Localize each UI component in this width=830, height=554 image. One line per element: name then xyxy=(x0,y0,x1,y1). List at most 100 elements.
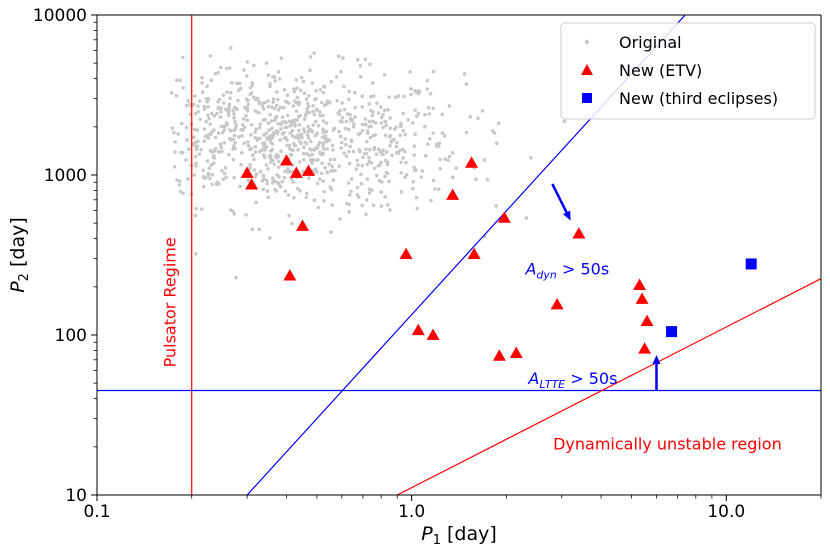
original-point xyxy=(230,81,234,85)
original-point xyxy=(406,118,411,122)
dyn-arrow-shaft xyxy=(551,183,568,213)
original-point xyxy=(339,134,343,139)
original-point xyxy=(310,152,315,157)
original-point xyxy=(203,134,208,139)
original-point xyxy=(285,143,289,148)
original-point xyxy=(184,103,189,108)
original-point xyxy=(246,178,251,183)
dyn-arrow xyxy=(551,183,571,221)
original-point xyxy=(343,137,347,141)
original-point xyxy=(403,175,407,180)
original-point xyxy=(264,178,269,183)
original-point xyxy=(221,177,225,182)
original-point xyxy=(306,104,311,109)
original-point xyxy=(275,90,279,94)
x-tick-label: 1.0 xyxy=(398,502,425,522)
original-point xyxy=(355,57,360,62)
original-point xyxy=(334,75,339,79)
original-point xyxy=(315,131,319,136)
original-point xyxy=(307,176,311,180)
original-point xyxy=(314,96,319,101)
original-point xyxy=(178,78,183,83)
original-point xyxy=(257,136,262,141)
original-point xyxy=(246,143,251,148)
original-point xyxy=(181,191,185,195)
x-tick-label: 10.0 xyxy=(707,502,745,522)
original-point xyxy=(249,123,254,127)
original-point xyxy=(205,99,209,104)
original-point xyxy=(205,84,209,89)
original-point xyxy=(423,112,427,117)
original-point xyxy=(447,154,452,159)
original-point xyxy=(248,165,253,170)
original-point xyxy=(305,101,310,106)
original-point xyxy=(209,78,214,83)
original-point xyxy=(292,89,297,94)
original-point xyxy=(372,166,377,171)
original-point xyxy=(299,141,303,146)
original-point xyxy=(360,122,365,127)
original-point xyxy=(270,126,274,131)
x-axis-title-sub: 1 xyxy=(433,533,441,548)
original-point xyxy=(244,213,248,217)
original-point xyxy=(404,160,408,165)
original-point xyxy=(170,126,175,131)
original-point xyxy=(218,115,223,119)
original-point xyxy=(249,133,253,137)
original-point xyxy=(302,117,307,121)
original-point xyxy=(231,109,235,113)
original-point xyxy=(395,140,399,145)
original-point xyxy=(316,123,321,128)
original-point xyxy=(360,94,365,99)
original-point xyxy=(414,114,419,118)
original-point xyxy=(340,140,344,145)
original-point xyxy=(298,188,302,193)
original-point xyxy=(287,143,292,148)
original-point xyxy=(242,125,247,130)
original-point xyxy=(485,177,490,182)
original-point xyxy=(193,164,198,168)
original-point xyxy=(212,114,217,118)
original-point xyxy=(272,106,277,111)
original-point xyxy=(254,127,258,131)
original-point xyxy=(313,167,318,171)
original-point xyxy=(358,63,363,68)
original-point xyxy=(201,184,206,189)
original-point xyxy=(311,158,316,162)
legend-marker-third xyxy=(582,93,592,103)
original-point xyxy=(379,204,384,208)
original-point xyxy=(229,46,233,50)
original-point xyxy=(294,109,299,113)
original-point xyxy=(363,57,368,62)
original-point xyxy=(305,110,309,114)
original-point xyxy=(246,102,251,107)
original-point xyxy=(425,142,430,146)
original-point xyxy=(369,161,374,165)
original-point xyxy=(431,106,435,111)
original-point xyxy=(339,69,343,74)
original-point xyxy=(437,141,441,146)
original-point xyxy=(303,140,308,145)
original-point xyxy=(309,158,313,162)
dyn-label-rest: > 50s xyxy=(557,260,609,279)
original-point xyxy=(207,117,211,121)
original-point xyxy=(201,168,205,173)
original-point xyxy=(288,123,293,128)
original-point xyxy=(245,118,250,123)
original-point xyxy=(307,94,311,98)
original-point xyxy=(379,121,384,125)
original-point xyxy=(255,96,260,101)
original-point xyxy=(389,140,393,144)
original-point xyxy=(381,112,385,117)
original-point xyxy=(413,108,418,112)
original-point xyxy=(294,100,299,105)
original-point xyxy=(358,149,362,154)
original-point xyxy=(305,133,310,138)
original-point xyxy=(321,90,326,95)
original-point xyxy=(242,105,247,110)
third-eclipse-point xyxy=(666,326,678,338)
original-point xyxy=(429,198,433,203)
original-point xyxy=(275,173,279,177)
original-point xyxy=(270,147,275,152)
original-point xyxy=(364,212,368,217)
